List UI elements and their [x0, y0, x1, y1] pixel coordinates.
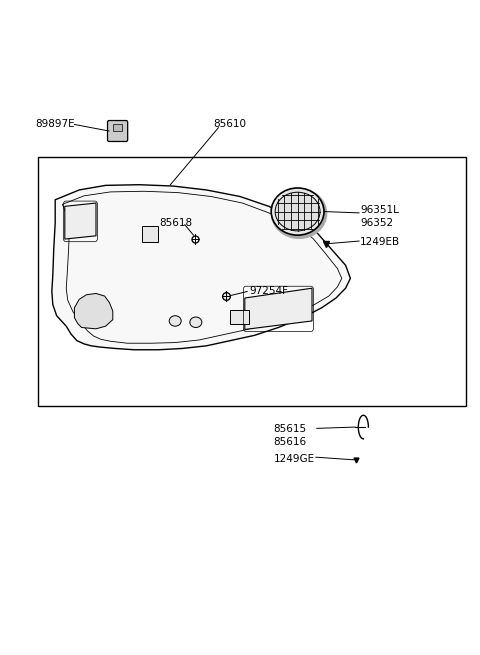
Ellipse shape	[275, 192, 320, 231]
Text: 89897E: 89897E	[35, 119, 74, 130]
Ellipse shape	[271, 188, 327, 239]
Text: 85610: 85610	[214, 119, 247, 130]
Text: 1249GE: 1249GE	[274, 453, 315, 464]
Polygon shape	[74, 293, 113, 329]
Bar	[113, 124, 122, 131]
Text: 85618: 85618	[159, 217, 192, 228]
Text: 96352: 96352	[360, 217, 393, 228]
Text: 96351L: 96351L	[360, 204, 399, 215]
Ellipse shape	[190, 317, 202, 328]
Ellipse shape	[271, 188, 324, 235]
Polygon shape	[245, 288, 312, 329]
Text: 97254F: 97254F	[250, 286, 288, 297]
Text: 1249EB: 1249EB	[360, 237, 400, 248]
Text: 85615: 85615	[274, 424, 307, 434]
Ellipse shape	[169, 316, 181, 326]
Polygon shape	[52, 185, 350, 350]
Text: 85616: 85616	[274, 437, 307, 447]
FancyBboxPatch shape	[108, 121, 128, 141]
Bar	[142, 226, 158, 242]
Polygon shape	[65, 203, 96, 239]
Bar	[230, 310, 249, 324]
Bar	[38, 157, 466, 406]
